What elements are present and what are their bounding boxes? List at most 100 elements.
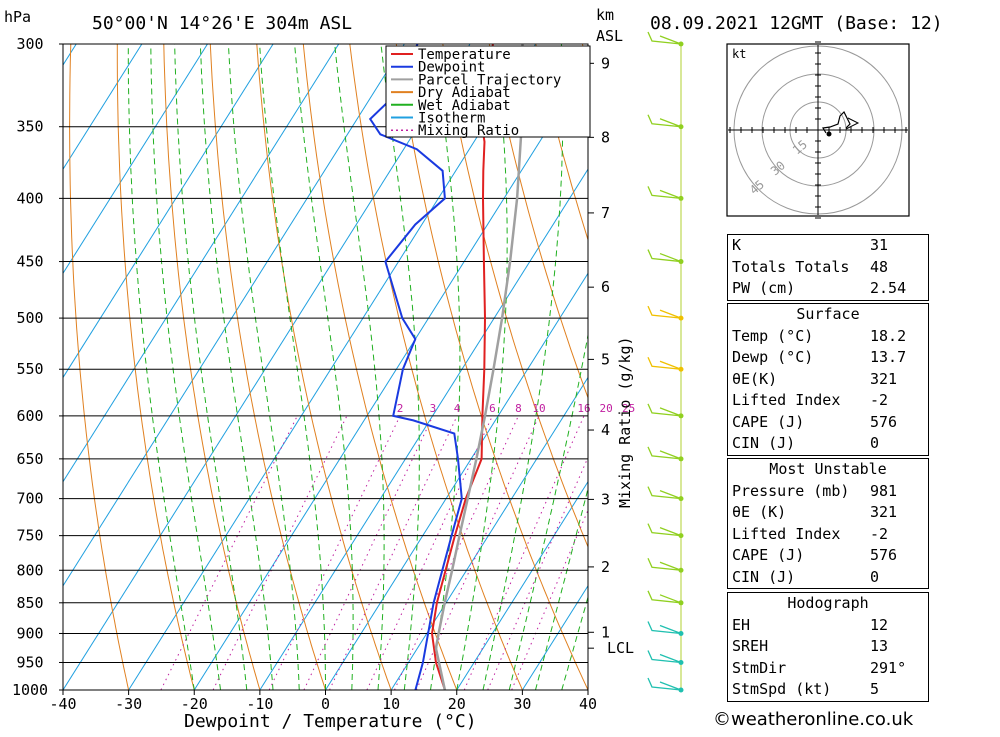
pressure-tick-label: 700 <box>16 490 43 508</box>
pressure-tick-label: 400 <box>16 189 43 207</box>
mixing-ratio-labels: 2 3 4 6 8 10 16 20 25 <box>397 402 636 415</box>
height-tick-label: 5 <box>601 350 610 368</box>
wet-adiabat-line <box>430 44 461 690</box>
hodograph-row: StmDir 291° <box>732 658 907 677</box>
pressure-tick-label: 850 <box>16 594 43 612</box>
pressure-tick-label: 1000 <box>12 681 48 699</box>
isotherm-line <box>456 480 588 690</box>
isotherm-line <box>63 44 471 690</box>
wind-barb <box>647 558 682 571</box>
mixing-ratio-tick-label: 3 <box>430 402 437 415</box>
wind-barb <box>647 186 682 200</box>
indices-table-surface: Surface Temp (°C) 18.2 Dewp (°C) 13.7 θE(K… <box>727 303 929 456</box>
x-tick-label: 30 <box>513 695 531 713</box>
dry-adiabat-line <box>69 44 130 690</box>
hodograph-storm-arrow <box>845 117 860 130</box>
wind-barb <box>647 305 682 319</box>
wet-adiabat-line <box>334 44 385 690</box>
hodograph-unit-label: kt <box>732 47 746 61</box>
wind-barb <box>647 114 682 128</box>
isotherm-line <box>259 168 588 690</box>
dry-adiabat-line <box>535 44 588 242</box>
wind-barb <box>647 677 682 691</box>
mixing-ratio-tick-label: 4 <box>454 402 461 415</box>
surface-row: Dewp (°C) 13.7 <box>732 348 907 366</box>
pressure-unit-label: hPa <box>4 8 31 26</box>
x-tick-label: 0 <box>321 695 330 713</box>
sounding-series <box>368 44 524 690</box>
most-unstable-row: Lifted Index -2 <box>732 524 889 543</box>
x-axis-label: Dewpoint / Temperature (°C) <box>184 711 477 732</box>
hodograph-storm-marker <box>826 131 832 137</box>
most-unstable-title: Most Unstable <box>769 460 887 478</box>
wet-adiabat-line <box>127 44 195 690</box>
height-tick-label: 3 <box>601 490 610 508</box>
surface-row: Lifted Index -2 <box>732 391 889 409</box>
dry-adiabat-line <box>256 44 392 690</box>
dry-adiabat-line <box>116 44 195 690</box>
hodograph-row: StmSpd (kt) 5 <box>732 680 880 698</box>
wet-adiabat-line <box>227 44 300 690</box>
isotherm-line <box>63 44 405 587</box>
isotherm-line <box>128 44 537 690</box>
mixing-ratio-tick-label: 8 <box>515 402 522 415</box>
legend-entry: Dewpoint <box>418 60 485 76</box>
pressure-tick-label: 350 <box>16 118 43 136</box>
x-tick-label: 20 <box>448 695 466 713</box>
pressure-tick-label: 900 <box>16 624 43 642</box>
wind-barb <box>647 486 682 500</box>
mixing-ratio-tick-label: 6 <box>489 402 496 415</box>
wind-barb <box>647 590 682 604</box>
wet-adiabat-line <box>294 44 354 690</box>
wet-adiabat-line <box>259 44 326 690</box>
most-unstable-row: CAPE (J) 576 <box>732 546 898 564</box>
height-tick-label: 6 <box>601 278 610 296</box>
legend-entry: Mixing Ratio <box>418 123 519 139</box>
axes: 3003504004505005506006507007508008509009… <box>12 35 634 713</box>
legend-entry: Isotherm <box>418 111 485 127</box>
hodograph-title: Hodograph <box>787 594 869 612</box>
hodograph-row: SREH 13 <box>732 637 889 655</box>
x-tick-label: -20 <box>181 695 208 713</box>
wind-barbs <box>647 31 684 693</box>
series-temperature <box>430 44 494 690</box>
pressure-tick-label: 650 <box>16 450 43 468</box>
mixing-ratio-line <box>487 456 588 690</box>
pressure-tick-label: 450 <box>16 253 43 271</box>
dry-adiabat-line <box>302 44 458 690</box>
wind-barb <box>647 523 682 537</box>
surface-row: CIN (J) 0 <box>732 434 880 452</box>
hodograph-row: EH 12 <box>732 615 889 634</box>
location-title: 50°00'N 14°26'E 304m ASL <box>92 13 352 34</box>
mixing-ratio-line <box>329 415 458 690</box>
most-unstable-row: CIN (J) 0 <box>732 567 880 586</box>
isotherm-line <box>63 44 143 171</box>
index-row-totals: Totals Totals 48 <box>732 257 889 276</box>
wet-adiabat-line <box>174 44 248 690</box>
most-unstable-row: θE (K) 321 <box>732 503 898 521</box>
x-tick-label: 40 <box>579 695 597 713</box>
pressure-tick-label: 950 <box>16 653 43 671</box>
background-lines <box>63 44 1000 690</box>
index-row-pw: PW (cm) 2.54 <box>732 279 907 297</box>
mixing-ratio-tick-label: 25 <box>622 402 635 415</box>
surface-row: Temp (°C) 18.2 <box>732 326 907 345</box>
mixing-ratio-tick-label: 16 <box>577 402 590 415</box>
mixing-ratio-line <box>303 415 434 690</box>
dry-adiabat-line <box>954 44 1000 690</box>
wind-barb <box>647 31 682 45</box>
most-unstable-row: Pressure (mb) 981 <box>732 481 898 500</box>
legend-entry: Dry Adiabat <box>418 85 511 101</box>
legend-entry: Temperature <box>418 47 511 63</box>
credit-link[interactable]: ©weatheronline.co.uk <box>713 709 914 730</box>
series-dewpoint <box>368 44 463 690</box>
height-unit-km: km <box>596 6 614 24</box>
mixing-ratio-tick-label: 10 <box>532 402 545 415</box>
wet-adiabat-line <box>150 44 221 690</box>
indices-table-main: K 31 Totals Totals 48 PW (cm) 2.54 <box>727 234 929 301</box>
mixing-ratio-line <box>463 415 585 690</box>
